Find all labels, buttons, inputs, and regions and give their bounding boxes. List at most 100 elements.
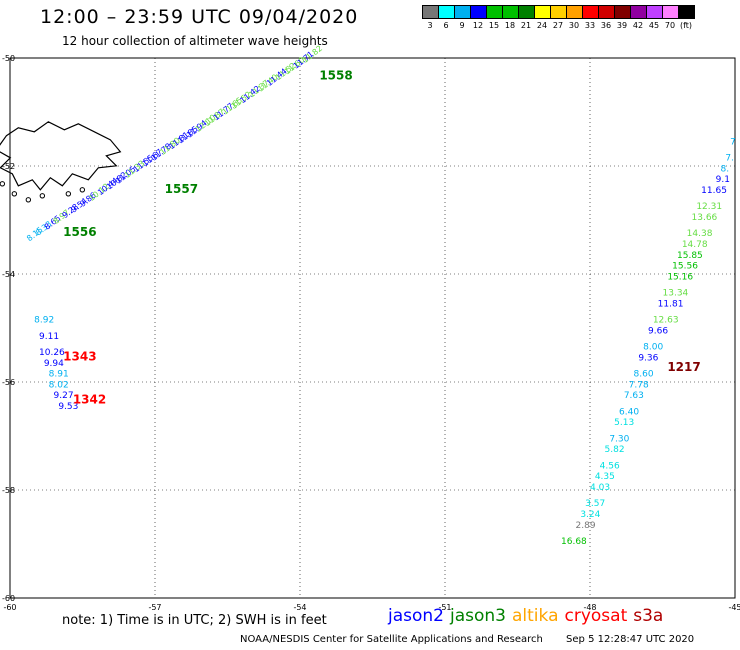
time-label: 1558 [319, 69, 352, 83]
east-track-value: 12.31 [696, 202, 722, 212]
east-track-value: 9.1 [716, 175, 730, 185]
east-track-value: 7.63 [624, 391, 644, 401]
east-track-value: 4.56 [600, 461, 620, 471]
map-frame [9, 57, 736, 599]
legend-label: 12 [472, 21, 484, 30]
satellite-s3a: s3a [633, 606, 664, 626]
east-track-value: 7.30 [609, 434, 629, 444]
satellite-altika: altika [512, 606, 559, 626]
east-track-value: 9.66 [648, 326, 668, 336]
east-track-value: 2.89 [576, 521, 596, 531]
east-track-value: 11.65 [701, 186, 727, 196]
legend-labels: 3 6 9 12 15 18 21 24 27 30 33 36 39 42 45 70 (ft) [422, 21, 694, 30]
small-island [65, 191, 72, 197]
time-label: 1557 [165, 182, 198, 196]
small-island [39, 193, 46, 199]
small-island [0, 181, 6, 187]
longitude-tick-label: -57 [148, 603, 161, 612]
latitude-tick-label: -54 [2, 270, 15, 279]
time-label: 1343 [63, 349, 96, 363]
satellite-jason3: jason3 [450, 606, 506, 626]
east-track-value: 3.57 [585, 499, 605, 509]
east-track-value: 15.56 [672, 262, 698, 272]
east-track-value: 7 [730, 137, 736, 147]
longitude-tick-label: -60 [3, 603, 16, 612]
east-track-value: 15.16 [667, 272, 693, 282]
east-track-value: 4.03 [590, 483, 610, 493]
latitude-tick-label: -50 [2, 54, 15, 63]
falkland-islands-coastline [0, 121, 122, 191]
small-island [11, 191, 18, 197]
west-track-value: 9.94 [44, 359, 64, 369]
west-track-value: 8.92 [34, 316, 54, 326]
east-track-value: 11.81 [658, 299, 684, 309]
legend-label: (ft) [679, 21, 693, 30]
legend-label: 18 [504, 21, 516, 30]
east-track-value: 16.68 [561, 537, 587, 547]
legend-label: 21 [520, 21, 532, 30]
legend-label: 6 [443, 21, 449, 30]
east-track-value: 14.38 [687, 229, 713, 239]
longitude-tick-label: -51 [438, 603, 451, 612]
track-value: 11.82 [301, 44, 325, 65]
legend-label: 70 [664, 21, 676, 30]
legend-label: 33 [584, 21, 596, 30]
east-track-value: 3.24 [580, 510, 600, 520]
time-label: 1556 [63, 225, 96, 239]
west-track-value: 9.27 [54, 391, 74, 401]
small-island [25, 197, 32, 203]
longitude-tick-label: -45 [728, 603, 740, 612]
legend-label: 27 [552, 21, 564, 30]
east-track-value: 7. [725, 154, 734, 164]
west-track-value: 10.26 [39, 348, 65, 358]
east-track-value: 5.82 [605, 445, 625, 455]
legend-label: 45 [648, 21, 660, 30]
legend-swatches [422, 5, 695, 19]
east-track-value: 8. [721, 164, 730, 174]
footer-note: note: 1) Time is in UTC; 2) SWH is in fe… [62, 613, 327, 628]
page-title: 12:00 – 23:59 UTC 09/04/2020 [40, 6, 359, 28]
legend-label: 3 [427, 21, 433, 30]
west-track-value: 9.11 [39, 332, 59, 342]
east-track-value: 6.40 [619, 407, 639, 417]
east-track-value: 12.63 [653, 316, 679, 326]
east-track-value: 13.34 [663, 289, 689, 299]
west-track-value: 8.91 [49, 370, 69, 380]
small-island [79, 187, 86, 193]
longitude-tick-label: -48 [583, 603, 596, 612]
legend-label: 39 [616, 21, 628, 30]
legend-label: 24 [536, 21, 548, 30]
east-track-value: 14.78 [682, 240, 708, 250]
legend-label: 15 [488, 21, 500, 30]
footer-credit: NOAA/NESDIS Center for Satellite Applica… [240, 634, 694, 645]
timestamp-text: Sep 5 12:28:47 UTC 2020 [566, 634, 695, 645]
legend-label: 36 [600, 21, 612, 30]
time-label: 1217 [667, 360, 700, 374]
satellite-jason2: jason2 [388, 606, 444, 626]
legend-label: 9 [459, 21, 465, 30]
time-label: 1342 [73, 393, 106, 407]
east-track-value: 8.00 [643, 343, 663, 353]
east-track-value: 13.66 [692, 213, 718, 223]
legend-label: 42 [632, 21, 644, 30]
legend-swatch [678, 5, 695, 19]
satellite-cryosat: cryosat [564, 606, 628, 626]
latitude-tick-label: -60 [2, 594, 15, 603]
credit-text: NOAA/NESDIS Center for Satellite Applica… [240, 634, 543, 645]
east-track-value: 7.78 [629, 380, 649, 390]
latitude-tick-label: -56 [2, 378, 15, 387]
east-track-value: 15.85 [677, 251, 703, 261]
east-track-value: 4.35 [595, 472, 615, 482]
page-subtitle: 12 hour collection of altimeter wave hei… [62, 34, 328, 48]
satellite-legend: jason2 jason3 altika cryosat s3a [388, 606, 669, 626]
east-track-value: 5.13 [614, 418, 634, 428]
color-legend: 3 6 9 12 15 18 21 24 27 30 33 36 39 42 45 70 (ft) [422, 5, 695, 30]
west-track-value: 9.53 [58, 402, 78, 412]
east-track-value: 9.36 [638, 353, 658, 363]
latitude-tick-label: -58 [2, 486, 15, 495]
latitude-tick-label: -52 [2, 162, 15, 171]
legend-label: 30 [568, 21, 580, 30]
longitude-tick-label: -54 [293, 603, 306, 612]
east-track-value: 8.60 [634, 370, 654, 380]
